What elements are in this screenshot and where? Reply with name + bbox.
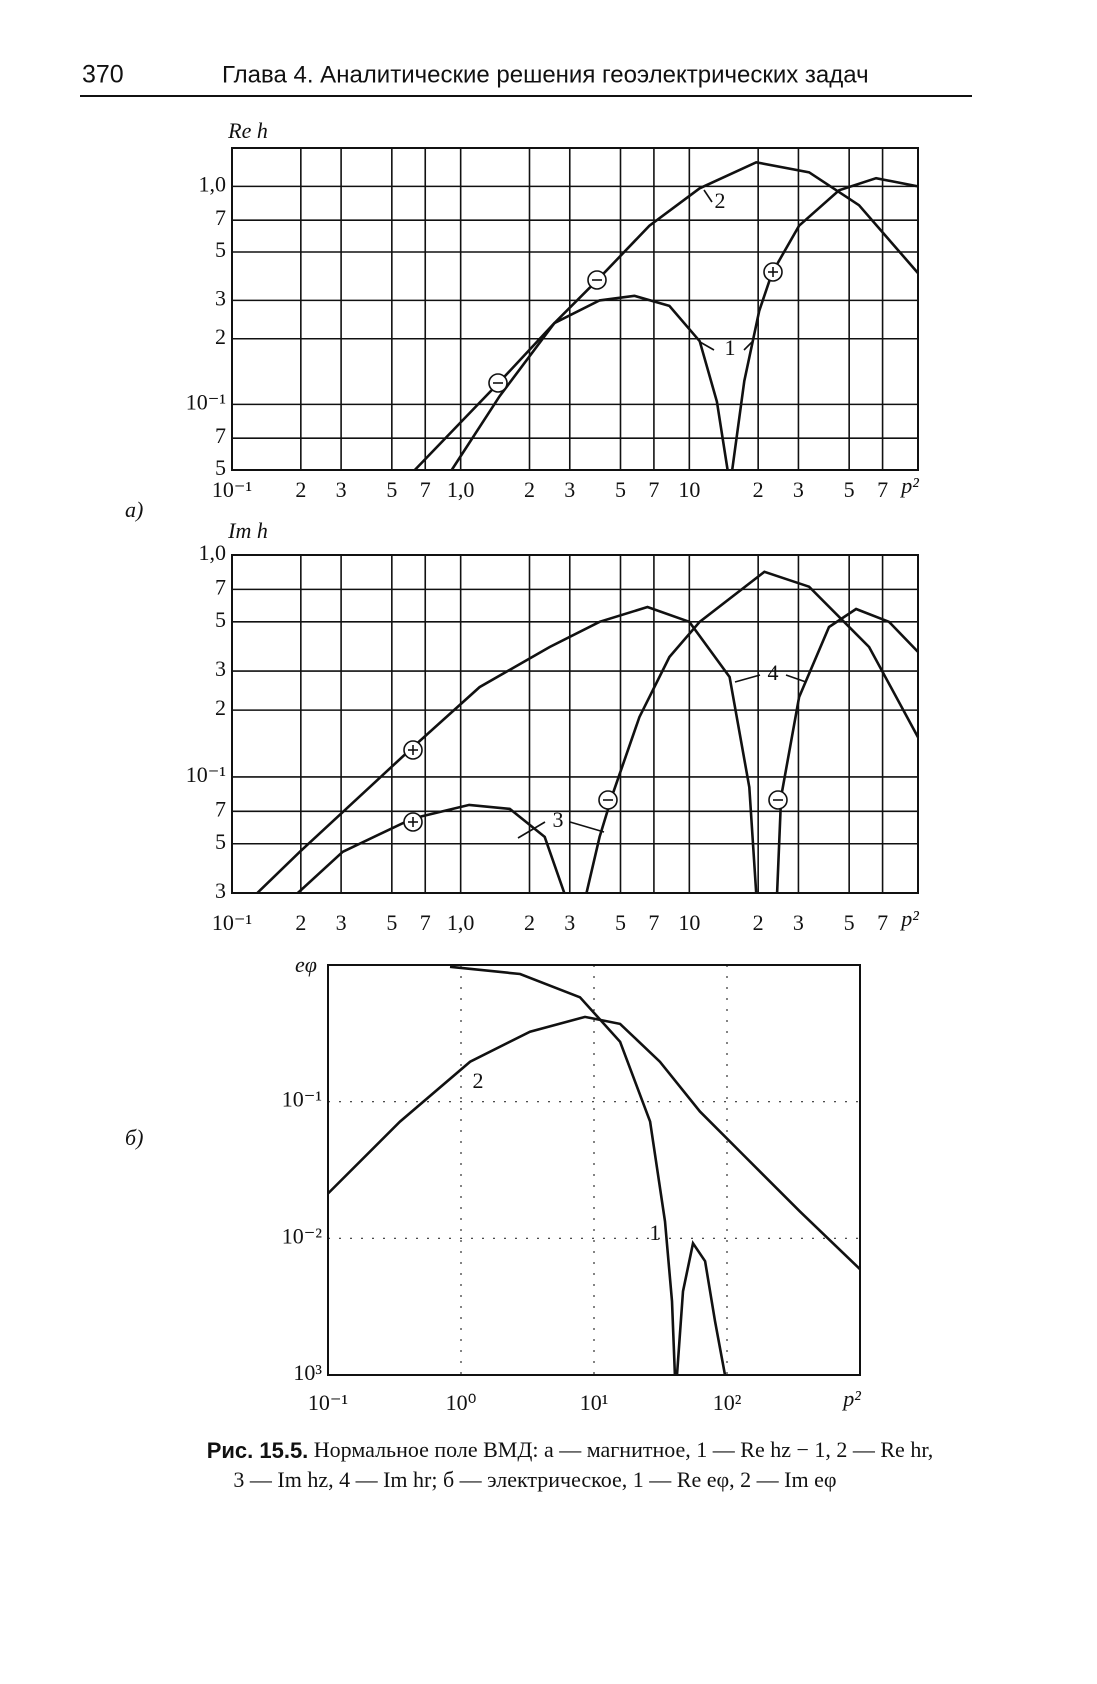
x-tick-label: 5 [386,910,397,935]
curve [296,570,920,894]
label-leader [569,821,605,833]
x-tick-label: 7 [420,477,431,502]
x-tick-label: 1,0 [447,910,475,935]
x-tick-label: 10¹ [580,1390,609,1415]
y-tick-label: 3 [215,656,226,681]
curve [450,160,919,471]
plot-frame [231,147,919,471]
x-tick-label: 2 [524,910,535,935]
x-tick-label: 10⁻¹ [308,1390,348,1415]
x-tick-label: 5 [386,477,397,502]
y-tick-label: 2 [215,324,226,349]
x-tick-label: 2 [295,477,306,502]
x-tick-label: 3 [336,910,347,935]
x-axis-label: p² [841,1386,861,1411]
y-tick-label: 7 [215,205,226,230]
curve-label: 3 [553,807,564,832]
x-tick-label: 10⁰ [446,1390,477,1415]
plot-frame [231,554,919,894]
x-tick-label: 10² [713,1390,742,1415]
x-tick-label: 7 [877,477,888,502]
x-tick-label: 10⁻¹ [212,910,252,935]
x-tick-label: 3 [564,477,575,502]
y-tick-label: 5 [215,829,226,854]
caption-line: 3 — Im hz, 4 — Im hr; б — электрическое,… [233,1467,836,1492]
label-leader [517,821,546,839]
x-axis-label: p² [899,473,919,498]
x-tick-label: 7 [877,910,888,935]
y-tick-label: 1,0 [199,540,227,565]
y-tick-label: 10⁻¹ [186,389,226,414]
caption-line: Рис. 15.5. Нормальное поле ВМД: а — магн… [207,1437,934,1463]
x-tick-label: 7 [420,910,431,935]
y-tick-label: 7 [215,423,226,448]
curve [449,965,727,1376]
x-tick-label: 3 [793,910,804,935]
y-axis-label: Im h [227,518,268,543]
curve-label: 4 [768,660,779,685]
x-tick-label: 5 [615,910,626,935]
y-tick-label: 7 [215,796,226,821]
y-tick-label: 10⁻¹ [282,1087,322,1112]
x-axis-label: p² [899,906,919,931]
caption-text: Нормальное поле ВМД: а — магнитное, 1 — … [308,1437,933,1462]
curve-label: 1 [650,1220,661,1245]
y-axis-label: Re h [227,118,268,143]
x-tick-label: 5 [844,477,855,502]
y-tick-label: 5 [215,607,226,632]
curve-label: 2 [715,188,726,213]
curve [413,176,919,471]
y-tick-label: 7 [215,574,226,599]
curve-label: 2 [473,1068,484,1093]
label-leader [699,341,715,351]
y-tick-label: 1,0 [199,171,227,196]
caption-label: Рис. 15.5. [207,1438,309,1463]
y-tick-label: 2 [215,695,226,720]
x-tick-label: 2 [295,910,306,935]
curve-label: 1 [725,335,736,360]
y-tick-label: 3 [215,285,226,310]
x-tick-label: 7 [648,477,659,502]
x-tick-label: 5 [615,477,626,502]
panel-label: б) [125,1125,143,1150]
x-tick-label: 7 [648,910,659,935]
y-tick-label: 5 [215,237,226,262]
x-tick-label: 3 [793,477,804,502]
x-tick-label: 2 [753,910,764,935]
y-tick-label: 5 [215,455,226,480]
x-tick-label: 1,0 [447,477,475,502]
y-axis-label: eφ [295,952,317,977]
label-leader [703,189,713,203]
y-tick-label: 3 [215,878,226,903]
label-leader [734,674,761,683]
x-tick-label: 10 [678,477,700,502]
label-leader [785,674,807,683]
label-leader [743,341,753,351]
x-tick-label: 3 [564,910,575,935]
x-tick-label: 2 [753,477,764,502]
x-tick-label: 5 [844,910,855,935]
panel-label: а) [125,497,143,522]
running-title: Глава 4. Аналитические решения геоэлектр… [222,61,869,88]
y-tick-label: 10³ [293,1360,322,1385]
y-tick-label: 10⁻¹ [186,762,226,787]
page-number: 370 [82,61,124,89]
x-tick-label: 10 [678,910,700,935]
y-tick-label: 10⁻² [282,1223,323,1248]
x-tick-label: 10⁻¹ [212,477,252,502]
curve [327,1015,861,1271]
plot-frame [327,964,861,1376]
x-tick-label: 3 [336,477,347,502]
x-tick-label: 2 [524,477,535,502]
